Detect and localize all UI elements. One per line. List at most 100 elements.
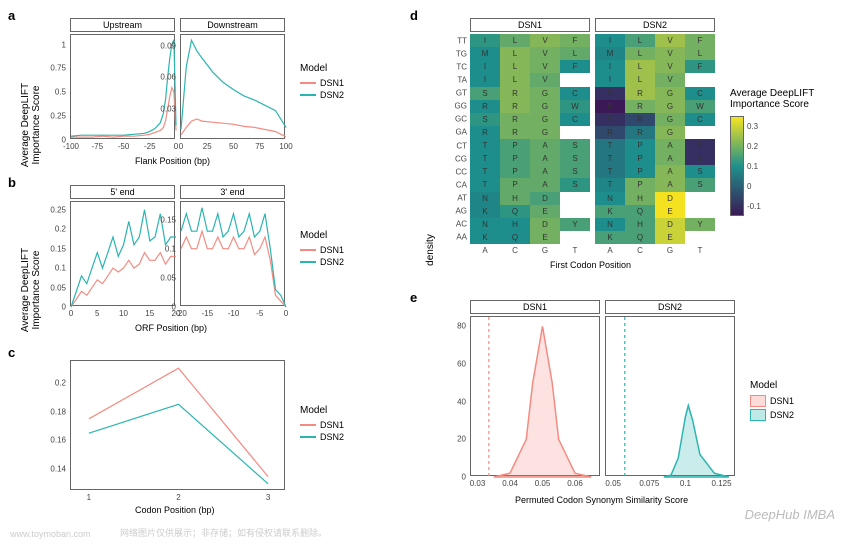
heatmap-cell: S (685, 139, 715, 152)
heatmap-cell: L (500, 47, 530, 60)
heatmap-cell: R (595, 100, 625, 113)
legend-model-title: Model (300, 63, 344, 74)
watermark-brand: DeepHub IMBA (745, 507, 835, 522)
heatmap-cell: C (560, 113, 590, 126)
heatmap-cell: V (530, 60, 560, 73)
heatmap-cell: S (470, 113, 500, 126)
heatmap-cell: L (625, 34, 655, 47)
heatmap-cell: R (625, 100, 655, 113)
heatmap-cell: M (595, 47, 625, 60)
legend-a: Model DSN1 DSN2 (300, 63, 344, 102)
panel-d-xlabel: First Codon Position (550, 260, 631, 270)
heatmap-cell: S (685, 165, 715, 178)
heatmap-cell: R (625, 113, 655, 126)
panel-c-label: c (8, 345, 15, 360)
heatmap-cell: G (655, 100, 685, 113)
legend-item-dsn1: DSN1 (300, 78, 344, 88)
heatmap-cell: H (625, 218, 655, 231)
heatmap-cell: C (685, 87, 715, 100)
heatmap-cell: A (655, 178, 685, 191)
heatmap-cell: K (470, 231, 500, 244)
heatmap-cell: P (500, 152, 530, 165)
heatmap-cell: D (655, 218, 685, 231)
plot-a-downstream: 02550751000.030.060.09 (180, 34, 285, 139)
heatmap-cell: L (500, 60, 530, 73)
heatmap-cell: E (530, 231, 560, 244)
heatmap-cell: S (560, 139, 590, 152)
panel-e-ylabel: density (425, 200, 436, 300)
heatmap-cell: L (500, 34, 530, 47)
facet-downstream: Downstream (180, 18, 285, 32)
panel-c: Average DeepLIFTImportance Score 1230.14… (20, 355, 400, 525)
heatmap-cell (560, 192, 590, 205)
heatmap-cell: V (655, 34, 685, 47)
heatmap-cell: R (470, 126, 500, 139)
panel-a-xlabel: Flank Position (bp) (135, 156, 210, 166)
heatmap-cell (560, 205, 590, 218)
heatmap-cell: G (530, 100, 560, 113)
panel-d-label: d (410, 8, 418, 23)
heatmap-cell: Q (625, 231, 655, 244)
colorbar-title: Average DeepLIFTImportance Score (730, 88, 814, 110)
heatmap-cell: F (560, 60, 590, 73)
heatmap-cell: N (595, 192, 625, 205)
heatmap-cell: P (625, 178, 655, 191)
heatmap-cell: P (625, 139, 655, 152)
heatmap-cell: R (595, 126, 625, 139)
facet-5end: 5' end (70, 185, 175, 199)
heatmap-cell: S (560, 165, 590, 178)
heatmap-cell: K (595, 205, 625, 218)
heatmap-cell: E (655, 231, 685, 244)
heatmap-cell: C (685, 113, 715, 126)
heatmap-cell: Y (560, 218, 590, 231)
heatmap-cell: G (530, 126, 560, 139)
heatmap-cell: S (560, 178, 590, 191)
heatmap-cell: R (470, 100, 500, 113)
colorbar-d: Average DeepLIFTImportance Score -0.100.… (730, 88, 814, 216)
facet-d-dsn2: DSN2 (595, 18, 715, 32)
panel-b-xlabel: ORF Position (bp) (135, 323, 207, 333)
heatmap-cell: A (530, 152, 560, 165)
panel-e-label: e (410, 290, 417, 305)
heatmap-cell: C (560, 87, 590, 100)
legend-e: Model DSN1 DSN2 (750, 380, 794, 423)
heatmap-cell: R (500, 113, 530, 126)
heatmap-cell: V (655, 60, 685, 73)
heatmap-cell: S (685, 178, 715, 191)
watermark-site: www.toymoban.com (10, 529, 91, 539)
heatmap-cell: S (595, 87, 625, 100)
heatmap-cell: L (625, 73, 655, 86)
panel-a-ylabel: Average DeepLIFTImportance Score (20, 0, 42, 18)
heatmap-cell (685, 126, 715, 139)
heatmap-cell: L (560, 47, 590, 60)
heatmap-cell: T (595, 178, 625, 191)
heatmap-cell: G (530, 113, 560, 126)
heatmap-cell: I (595, 73, 625, 86)
panel-d: Second and Third Codon Position DSN1 DSN… (425, 18, 845, 283)
plot-b-5end: 0510152000.050.10.150.20.25 (70, 201, 175, 306)
heatmap-cell: K (470, 205, 500, 218)
heatmap-cell: P (500, 178, 530, 191)
panel-a: Average DeepLIFTImportance Score Upstrea… (20, 18, 400, 168)
panel-c-ylabel: Average DeepLIFTImportance Score (20, 225, 42, 355)
heatmap-cell: A (530, 178, 560, 191)
heatmap-dsn2: ILVFMLVLILVFILVSRGCRRGWSRGCRRGTPASTPASTP… (595, 34, 715, 244)
heatmap-cell: V (655, 47, 685, 60)
heatmap-cell: K (595, 231, 625, 244)
panel-e-xlabel: Permuted Codon Synonym Similarity Score (515, 495, 688, 505)
heatmap-cell: P (625, 165, 655, 178)
heatmap-cell: N (595, 218, 625, 231)
heatmap-cell: L (625, 47, 655, 60)
heatmap-cell (685, 73, 715, 86)
heatmap-cell: S (685, 152, 715, 165)
heatmap-cell: V (655, 73, 685, 86)
heatmap-cell: E (530, 205, 560, 218)
heatmap-cell (685, 205, 715, 218)
heatmap-cell: D (530, 218, 560, 231)
heatmap-cell: W (685, 100, 715, 113)
heatmap-cell: Q (500, 205, 530, 218)
heatmap-cell: A (530, 139, 560, 152)
heatmap-cell: L (625, 60, 655, 73)
heatmap-cell: A (655, 152, 685, 165)
heatmap-cell: Q (500, 231, 530, 244)
